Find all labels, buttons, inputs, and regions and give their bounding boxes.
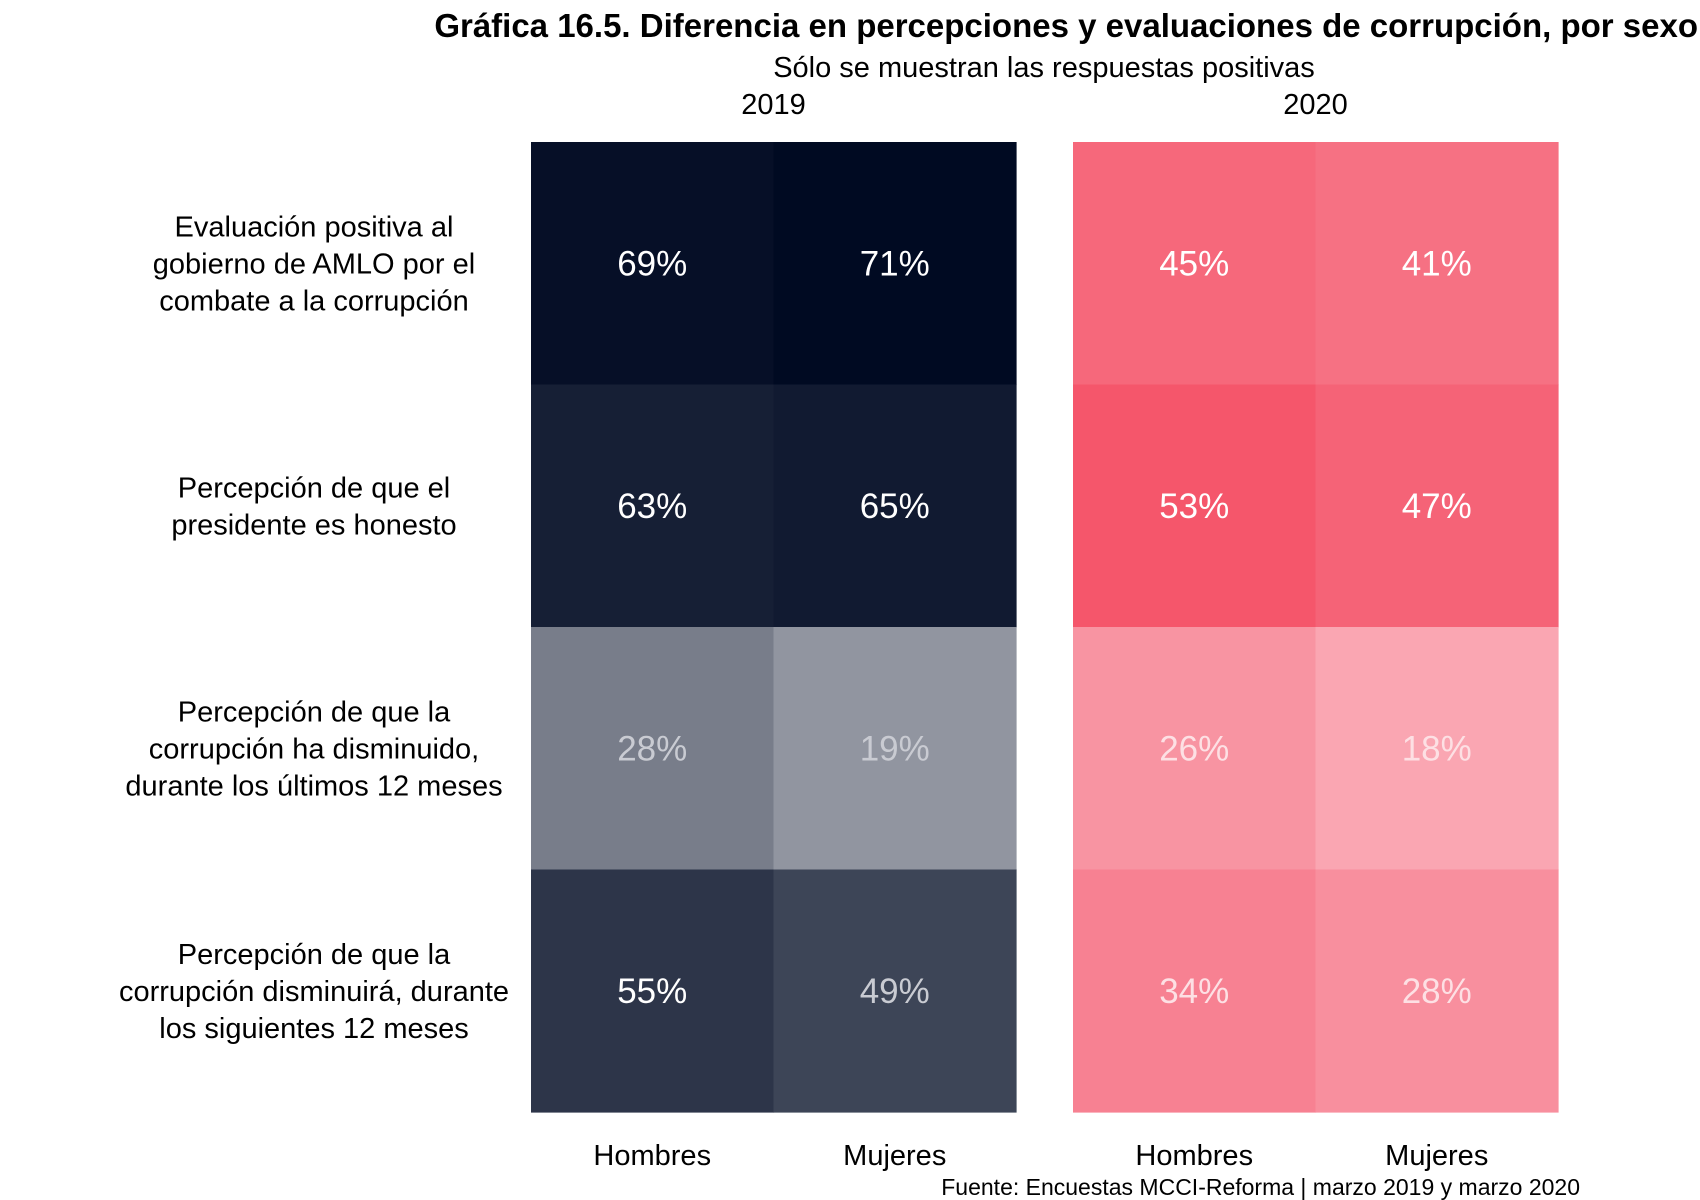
heatmap-cell (1315, 627, 1559, 871)
row-labels: Evaluación positiva al gobierno de AMLO p… (119, 211, 509, 1045)
heatmap-cell (531, 627, 775, 871)
cell-value-label: 47% (1402, 487, 1472, 526)
facet-label: 2020 (1283, 89, 1348, 121)
heatmap-cell (773, 142, 1017, 386)
cell-value-label: 65% (860, 487, 930, 526)
heatmap-cell (531, 142, 775, 386)
row-label: Percepción de que el (178, 472, 450, 504)
heatmap-cell (1073, 384, 1317, 628)
facet-labels: 2019 2020 (741, 89, 1348, 121)
row-label: gobierno de AMLO por el (153, 248, 475, 280)
cell-value-label: 63% (617, 487, 687, 526)
heatmap-cell (773, 627, 1017, 871)
cell-value-label: 55% (617, 972, 687, 1011)
heatmap-cell (531, 384, 775, 628)
cell-value-label: 19% (860, 729, 930, 768)
row-label: corrupción ha disminuido, (149, 733, 479, 765)
chart-subtitle: Sólo se muestran las respuestas positiva… (773, 52, 1315, 84)
row-label: los siguientes 12 meses (159, 1013, 469, 1045)
column-label: Mujeres (1385, 1140, 1488, 1172)
column-label: Hombres (593, 1140, 711, 1172)
row-label: corrupción disminuirá, durante (119, 976, 509, 1008)
heatmap-cell (1073, 142, 1317, 386)
cell-value-label: 26% (1159, 729, 1229, 768)
cell-value-label: 28% (1402, 972, 1472, 1011)
col-labels: Hombres Mujeres Hombres Mujeres (593, 1140, 1488, 1172)
row-label: presidente es honesto (171, 509, 456, 541)
heatmap-cell (1073, 869, 1317, 1113)
heatmap-cell (1073, 627, 1317, 871)
cell-value-label: 53% (1159, 487, 1229, 526)
row-label: Percepción de que la (178, 939, 451, 971)
row-label: durante los últimos 12 meses (125, 770, 502, 802)
heatmap-cell (1315, 869, 1559, 1113)
chart-caption: Fuente: Encuestas MCCI-Reforma | marzo 2… (941, 1174, 1580, 1200)
row-label: Percepción de que la (178, 696, 451, 728)
cell-value-label: 34% (1159, 972, 1229, 1011)
heatmap-cell (1315, 142, 1559, 386)
cell-value-label: 28% (617, 729, 687, 768)
heatmap-cell (773, 384, 1017, 628)
cell-value-label: 69% (617, 244, 687, 283)
cell-value-label: 49% (860, 972, 930, 1011)
heatmap-cell (773, 869, 1017, 1113)
facet-label: 2019 (741, 89, 806, 121)
column-label: Mujeres (843, 1140, 946, 1172)
cell-value-label: 45% (1159, 244, 1229, 283)
cell-value-label: 18% (1402, 729, 1472, 768)
row-label: Evaluación positiva al (175, 211, 454, 243)
row-label: combate a la corrupción (159, 285, 469, 317)
chart-title: Gráfica 16.5. Diferencia en percepciones… (434, 7, 1698, 44)
cell-value-label: 41% (1402, 244, 1472, 283)
heatmap-cells: 69% 71% 63% 65% 28% 19% 55% 49% 45% 41% 53% 47% 26% 1… (531, 142, 1559, 1113)
heatmap-cell (531, 869, 775, 1113)
column-label: Hombres (1135, 1140, 1253, 1172)
cell-value-label: 71% (860, 244, 930, 283)
heatmap-cell (1315, 384, 1559, 628)
